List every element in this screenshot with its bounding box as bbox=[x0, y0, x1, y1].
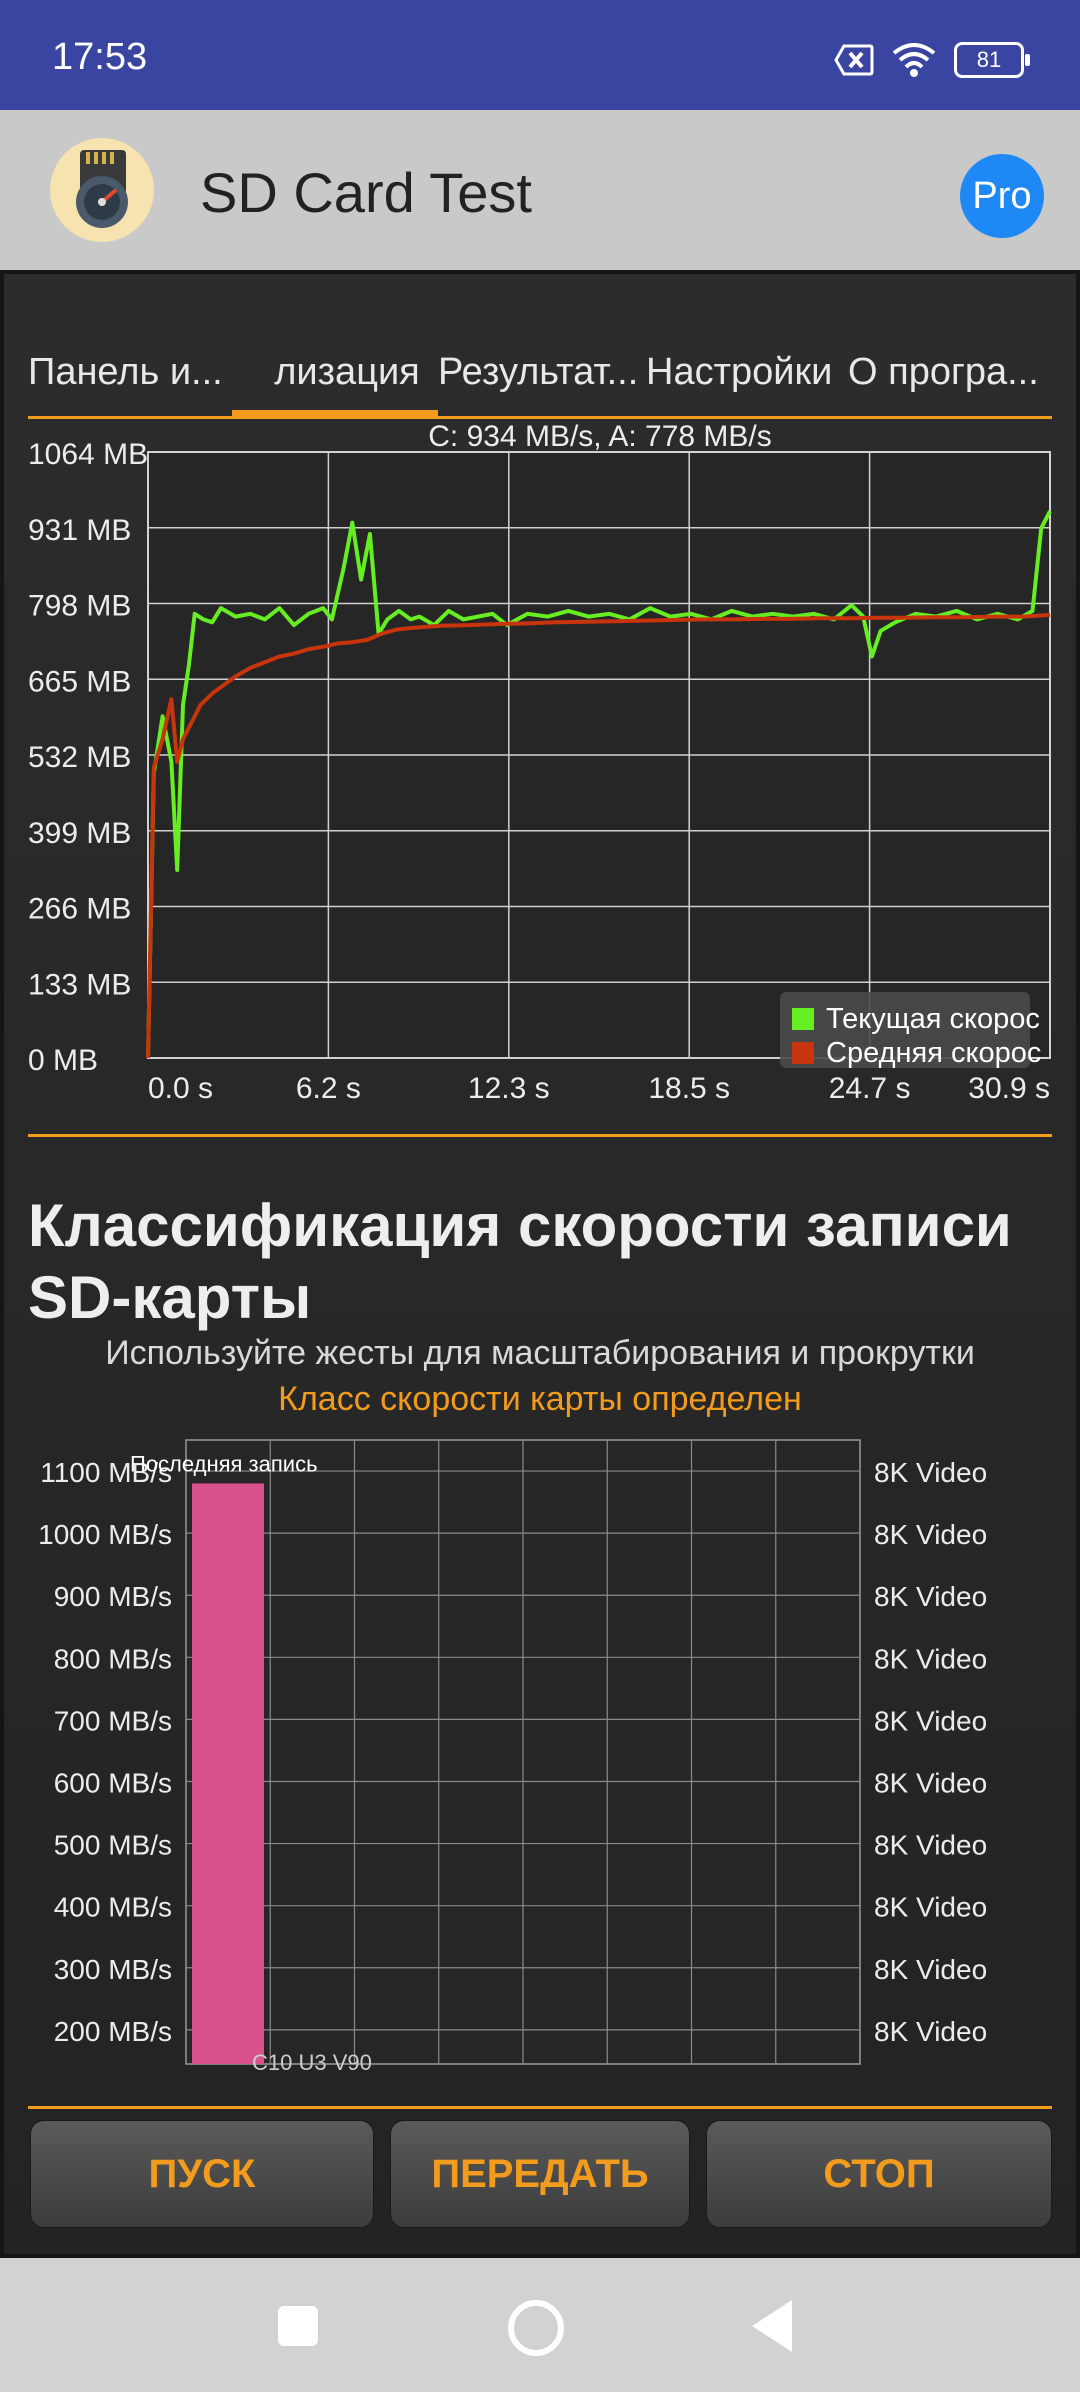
right-tick-label: 8K Video bbox=[874, 1581, 987, 1612]
x-tick-label: 24.7 s bbox=[829, 1072, 911, 1102]
x-tick-label: 12.3 s bbox=[468, 1072, 550, 1102]
app-bar: SD Card Test Pro bbox=[0, 110, 1080, 270]
navigation-bar bbox=[0, 2258, 1080, 2392]
right-tick-label: 8K Video bbox=[874, 2016, 987, 2047]
recents-button-icon[interactable] bbox=[278, 2306, 318, 2346]
y-tick-label: 532 MB bbox=[28, 741, 131, 774]
x-tick-label: 0.0 s bbox=[148, 1072, 213, 1102]
divider-mid bbox=[28, 1134, 1052, 1137]
tab-about[interactable]: О програ... bbox=[848, 351, 1039, 393]
y-tick-label: 931 MB bbox=[28, 514, 131, 547]
status-time: 17:53 bbox=[52, 36, 148, 78]
start-button[interactable]: ПУСК bbox=[30, 2120, 374, 2228]
y-tick-label: 133 MB bbox=[28, 968, 131, 1001]
right-tick-label: 8K Video bbox=[874, 1767, 987, 1798]
x-tick-label: 30.9 s bbox=[968, 1072, 1050, 1102]
y-tick-label: 1064 MB bbox=[28, 438, 148, 471]
status-bar: 17:53 81 bbox=[0, 0, 1080, 110]
x-tick-label: 6.2 s bbox=[296, 1072, 361, 1102]
section-title: Классификация скорости записи SD-карты bbox=[28, 1192, 1012, 1331]
y-tick-label: 800 MB/s bbox=[54, 1643, 172, 1674]
y-tick-label: 266 MB bbox=[28, 893, 131, 926]
legend-label: Средняя скорос bbox=[826, 1037, 1041, 1069]
right-tick-label: 8K Video bbox=[874, 1830, 987, 1861]
tab-settings[interactable]: Настройки bbox=[646, 351, 833, 393]
battery-level: 81 bbox=[976, 47, 1002, 72]
status-icons: 81 bbox=[834, 40, 1030, 80]
y-tick-label: 0 MB bbox=[28, 1044, 98, 1077]
stop-button[interactable]: СТОП bbox=[706, 2120, 1052, 2228]
y-tick-label: 1000 MB/s bbox=[38, 1519, 172, 1550]
speed-line-chart[interactable]: 1064 MB 931 MB 798 MB 665 MB 532 MB 399 MB 266… bbox=[0, 422, 1080, 1102]
class-status: Класс скорости карты определен bbox=[278, 1380, 802, 1418]
y-tick-label: 665 MB bbox=[28, 665, 131, 698]
wifi-icon bbox=[892, 43, 936, 77]
share-button[interactable]: ПЕРЕДАТЬ bbox=[390, 2120, 690, 2228]
tab-visualization[interactable]: лизация bbox=[274, 351, 420, 393]
y-tick-label: 1100 MB/s bbox=[40, 1457, 172, 1488]
home-button-icon[interactable] bbox=[508, 2300, 564, 2356]
right-tick-label: 8K Video bbox=[874, 1705, 987, 1736]
y-tick-label: 400 MB/s bbox=[54, 1892, 172, 1923]
right-tick-label: 8K Video bbox=[874, 1519, 987, 1550]
sim-off-icon bbox=[834, 44, 874, 76]
x-tick-label: 18.5 s bbox=[648, 1072, 730, 1102]
tab-bar: Панель и... лизация Результат... Настрой… bbox=[28, 332, 1052, 412]
right-tick-label: 8K Video bbox=[874, 1643, 987, 1674]
category-label: C10 U3 V90 bbox=[252, 2050, 372, 2072]
average-speed-line bbox=[146, 612, 1051, 1059]
current-speed-line bbox=[146, 510, 1052, 1059]
divider-bottom bbox=[28, 2106, 1052, 2109]
app-title: SD Card Test bbox=[200, 161, 532, 224]
bar-last-write bbox=[192, 1483, 264, 2064]
legend-swatch bbox=[792, 1008, 814, 1030]
right-tick-label: 8K Video bbox=[874, 1892, 987, 1923]
zoom-hint: Используйте жесты для масштабирования и … bbox=[105, 1334, 975, 1372]
legend-label: Текущая скорос bbox=[826, 1003, 1040, 1035]
y-tick-label: 600 MB/s bbox=[54, 1767, 172, 1798]
y-tick-label: 798 MB bbox=[28, 590, 131, 623]
legend-swatch bbox=[792, 1042, 814, 1064]
tab-indicator bbox=[232, 410, 438, 416]
app-logo-icon bbox=[50, 138, 154, 242]
y-tick-label: 900 MB/s bbox=[54, 1581, 172, 1612]
pro-button[interactable]: Pro bbox=[960, 154, 1044, 238]
y-tick-label: 500 MB/s bbox=[54, 1830, 172, 1861]
tab-results[interactable]: Результат... bbox=[438, 351, 639, 393]
divider-top bbox=[28, 416, 1052, 419]
battery-icon: 81 bbox=[954, 42, 1030, 78]
legend-box bbox=[780, 992, 1030, 1068]
y-tick-label: 700 MB/s bbox=[54, 1705, 172, 1736]
back-button-icon[interactable] bbox=[752, 2300, 792, 2352]
main-panel: Панель и... лизация Результат... Настрой… bbox=[0, 270, 1080, 2260]
y-tick-label: 399 MB bbox=[28, 817, 131, 850]
speed-class-bar-chart[interactable]: 1100 MB/s 8K Video 1000 MB/s 8K Video 900 MB… bbox=[0, 1432, 1080, 2072]
bar-label: Последняя запись bbox=[130, 1451, 318, 1476]
right-tick-label: 8K Video bbox=[874, 1457, 987, 1488]
y-tick-label: 200 MB/s bbox=[54, 2016, 172, 2047]
tab-dashboard[interactable]: Панель и... bbox=[28, 351, 223, 393]
y-tick-label: 300 MB/s bbox=[54, 1954, 172, 1985]
right-tick-label: 8K Video bbox=[874, 1954, 987, 1985]
chart-title: C: 934 MB/s, A: 778 MB/s bbox=[428, 422, 771, 453]
button-row: ПУСК ПЕРЕДАТЬ СТОП bbox=[28, 2120, 1052, 2230]
